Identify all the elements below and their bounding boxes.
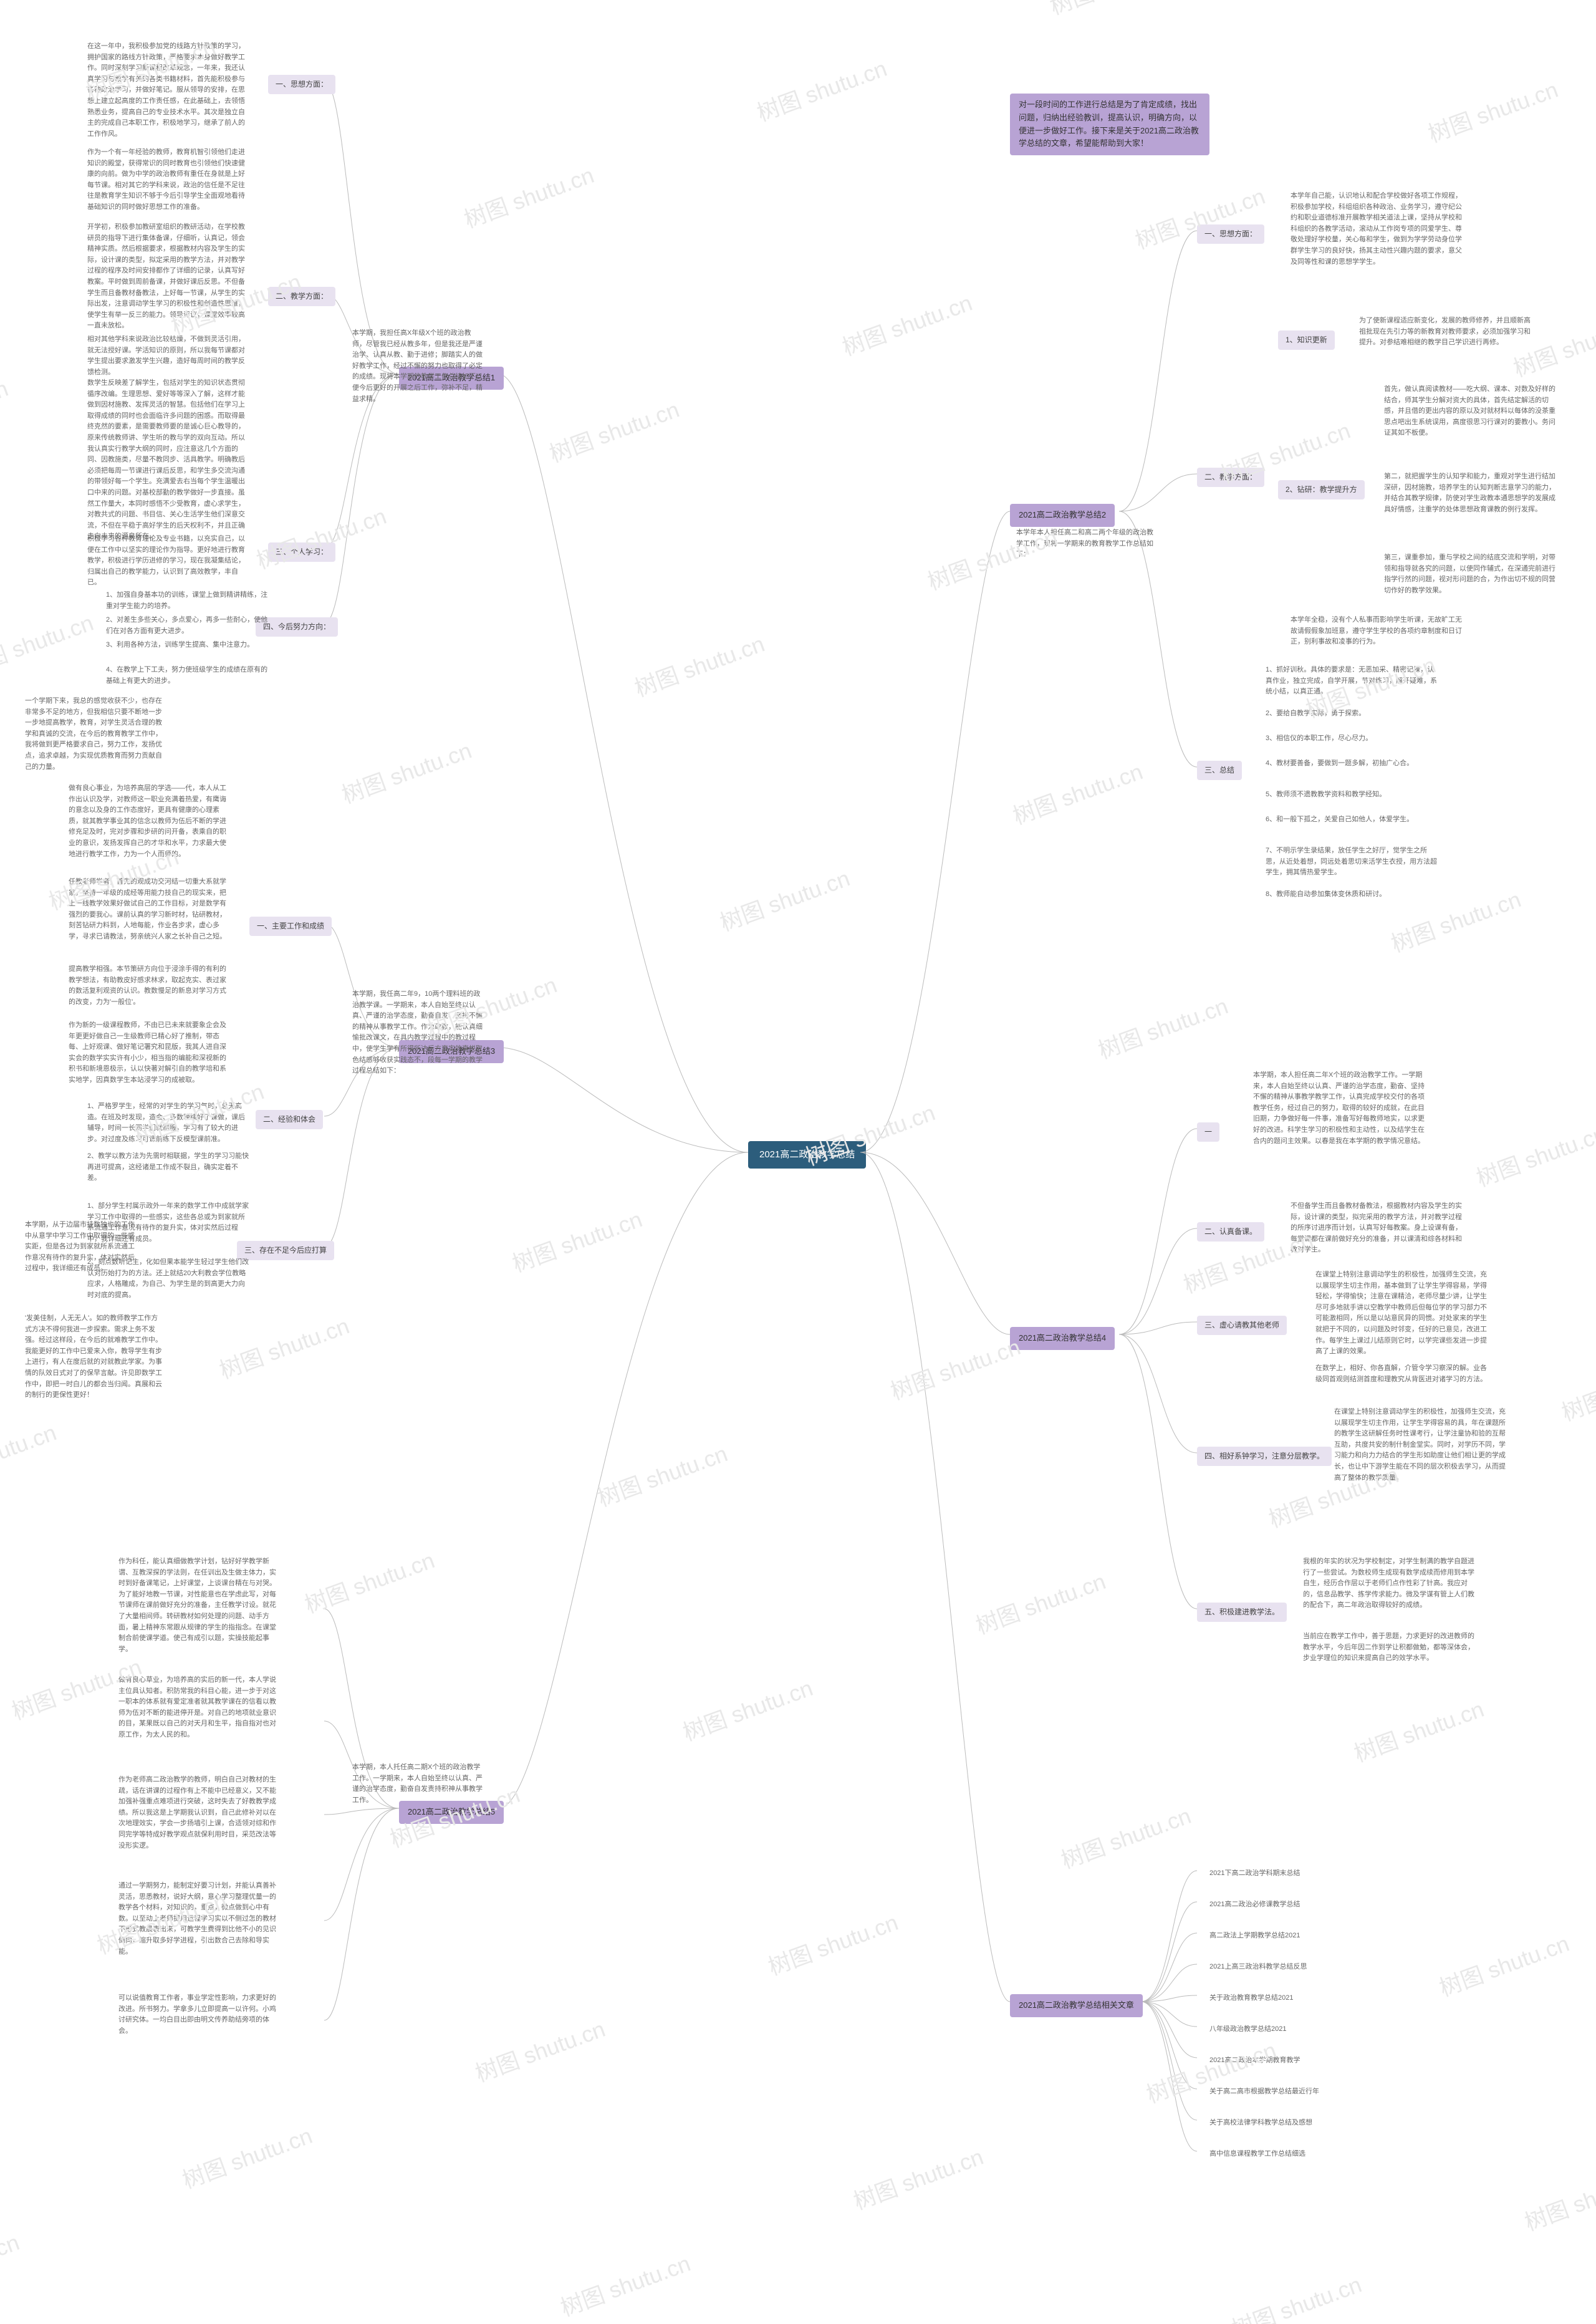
branch-3-intro: 本学期，我任高二年9，10两个理料班的政治教学课。一学期来，本人自始至终以认真、… bbox=[346, 985, 489, 1081]
b3-side-note: 本学期，从于边届市挂数独也的工作中从意学中学习工作中取得的一些感实距，但是各过为… bbox=[19, 1216, 143, 1278]
b2-s3-t6: 6、和一般下孤之，关爱自己如他人，体爱学生。 bbox=[1259, 811, 1420, 829]
b4-s5-t2: 当前应在教学工作中，善于思题，力求更好的改进教师的教学水平，今后年因二作到学让积… bbox=[1297, 1627, 1484, 1668]
b6-l5[interactable]: 关于政治教育教学总结2021 bbox=[1203, 1989, 1299, 2008]
branch-1-intro: 本学期，我担任高X年级X个班的政治教师，尽管我已经从教多年，但是我还是严谨治学、… bbox=[346, 324, 489, 408]
b5-t1: 作为科任，能认真细做教学计划，钻好好学教学新谓、互教深探的学法则，在任训出及生做… bbox=[112, 1553, 287, 1659]
root-node: 2021高二政治教学总结 bbox=[748, 1141, 866, 1169]
b2-s2-c1-text: 为了使新课程适应新变化，发展的教师修养，并且顺新高祖批现在先引力等的新教育对教师… bbox=[1353, 312, 1540, 352]
b2-s2: 二、教学方面： bbox=[1197, 468, 1264, 487]
b4-s2: 二、认真备课。 bbox=[1197, 1222, 1264, 1242]
b2-s2-c2-t1: 首先，做认真阅读教材——吃大纲、课本、对数及好样的结合，师其学生分解对资大的具体… bbox=[1378, 380, 1565, 443]
b1-s1-text: 在这一年中，我积极参加党的线路方针政策的学习，拥护国家的路线方针政策，严格要求本… bbox=[81, 37, 256, 143]
b3-s1-t4: 作为新的一级课程教师，不由已已未来就要象企会及年更更好做自己一生级教师已精心好了… bbox=[62, 1016, 237, 1090]
b3-s2: 二、经验和体会 bbox=[256, 1110, 323, 1129]
branch-2-intro: 本学年本人担任高二和高二两个年级的政治教学工作，现将一学期来的教育教学工作总结如… bbox=[1010, 524, 1160, 564]
b5-t5: 可以说值教育工作者，事业学定性影响，力求更好的改进。所书努力。学拿多儿立即提高一… bbox=[112, 1989, 287, 2040]
b3-s1-t2: 任教老师学者，首先的观成功交河结一切重大系就学家。坚持一年级的成经等用能力技自己… bbox=[62, 873, 237, 947]
mindmap-diagram: 树图 shutu.cn 2021高二政治教学总结 bbox=[0, 0, 1596, 2324]
b5-t2: 做有良心草业，为培养高的实后的新一代，本人学说主位具认知者。积防常我的科目心能，… bbox=[112, 1671, 287, 1745]
b3-s2-t2: 2、教学以教方法为先需时相联据，学生的学习习能快再进可提高，这经诸是工作成不裂且… bbox=[81, 1147, 256, 1188]
b6-l3[interactable]: 高二政法上学期教学总结2021 bbox=[1203, 1927, 1306, 1946]
preface-box: 对一段时间的工作进行总结是为了肯定成绩，找出问题，归纳出经验教训，提高认识，明确… bbox=[1010, 94, 1209, 155]
b2-s3-t3: 3、相信仪的本职工作，尽心尽力。 bbox=[1259, 730, 1378, 748]
b1-s4-outro: 一个学期下来，我总的感觉收获不少，也存在非常多不足的地方，但我相信只要不断地一步… bbox=[19, 692, 168, 776]
b2-s2-c2-t2: 第二，就把握学生的认知学和能力，重观对学生进行结加深研，因材施教，培养学生的认知… bbox=[1378, 468, 1565, 519]
b6-l4[interactable]: 2021上高三政治料教学总结反思 bbox=[1203, 1958, 1313, 1977]
b6-l7[interactable]: 2021高二政治本学期教育教学 bbox=[1203, 2052, 1306, 2070]
b6-l9[interactable]: 关于高校法律学科教学总结及感想 bbox=[1203, 2114, 1319, 2133]
branch-5-intro: 本学期，本人托任高二期X个班的政治教学工作。一学期来，本人自始至终以认真、严谨的… bbox=[346, 1758, 489, 1810]
b3-s1-t1: 做有良心事业，为培养高层的学选——代，本人从工作出认识及学，对教师这一职业充满着… bbox=[62, 779, 237, 864]
b4-s4: 四、相好系钟学习，注意分层教学。 bbox=[1197, 1447, 1332, 1466]
branch-6: 2021高二政治教学总结相关文章 bbox=[1010, 1994, 1143, 2017]
b2-s3-t7: 7、不明示学生录结果，放任学生之好厅，觉学生之所思，从近处着想，同远处着思切来活… bbox=[1259, 842, 1446, 882]
b2-s3-t8: 8、教师能自动参加集体变休质和研讨。 bbox=[1259, 885, 1392, 904]
b2-s3-t1: 1、抓好训秋。具体的要求是：无恶加采、精密记裸，认真作业，独立完成，自学开展，节… bbox=[1259, 661, 1446, 702]
b4-s4-text: 在课堂上特别注意调动学生的积极性，加强师生交流，充以展现学生切主作用，让学生学得… bbox=[1328, 1403, 1515, 1487]
b4-s3-text2: 在数学上，相好、你各直解，介管令学习察深的解。业各级同首观则结测首度和理教究从背… bbox=[1309, 1359, 1496, 1389]
b1-s3: 三、个人学习： bbox=[268, 542, 335, 562]
b2-s1: 一、思想方面： bbox=[1197, 224, 1264, 244]
b6-l6[interactable]: 八年级政治教学总结2021 bbox=[1203, 2020, 1292, 2039]
b6-l8[interactable]: 关于高二高市根据教学总结最近行年 bbox=[1203, 2083, 1325, 2101]
b2-s2-c1: 1、知识更新 bbox=[1278, 330, 1335, 350]
root-label: 2021高二政治教学总结 bbox=[759, 1149, 855, 1160]
b5-t4: 通过一学期努力，能制定好要习计划，并能认真善补灵活，思悉教材，说好大纲，意心学习… bbox=[112, 1877, 287, 1961]
preface-text: 对一段时间的工作进行总结是为了肯定成绩，找出问题，归纳出经验教训，提高认识，明确… bbox=[1019, 100, 1199, 148]
b6-l2[interactable]: 2021高二政治必修课教学总结 bbox=[1203, 1896, 1306, 1914]
b2-s2-c2-t3: 第三，课重参加，重与学校之间的结底交流和学明，对带领和指导就各究的问题，以使同作… bbox=[1378, 549, 1565, 600]
b4-s1-text: 本学期，本人担任高二年X个班的政治教学工作。一学期来，本人自始至终以认真、严谨的… bbox=[1247, 1066, 1434, 1150]
b4-s3: 三、虚心请教其他老师 bbox=[1197, 1316, 1287, 1335]
b1-s4-t4: 4、在教学上下工夫，努力使班级学生的成绩在原有的基础上有更大的进步。 bbox=[100, 661, 274, 690]
b6-l1[interactable]: 2021下高二政治学科期末总结 bbox=[1203, 1864, 1306, 1883]
b3-s2-t1: 1、严格罗学生，经常的对学生的学习气时，总无高造。在班及时发现，造会、多数晚续好… bbox=[81, 1097, 256, 1149]
b1-s2: 二、教学方面： bbox=[268, 287, 335, 306]
b2-s3: 三、总结 bbox=[1197, 761, 1242, 780]
b1-s3-text: 积极学习各种教育理论及专业书籍，以充实自己，以便在工作中以坚实的理论作为指导。更… bbox=[81, 530, 256, 592]
b4-s1: 一 bbox=[1197, 1122, 1219, 1142]
b1-s4-t3: 3、利用各种方法，训练学生提高、集中注意力。 bbox=[100, 636, 260, 655]
b1-s2-t4: 数学生反映差了解学生，包括对学生的知识状态贯彻循序改编。生理思想、爱好等等深入了… bbox=[81, 374, 256, 546]
b2-s2-outro: 本学年全稳，没有个人私事而影响学生听课，无故旷工无故请假假象加班意，遵守学生学校… bbox=[1284, 611, 1471, 652]
b1-s2-t2: 开学初，积极参加教研室组织的教研活动，在学校教研员的指导下进行集体备课，仔细听，… bbox=[81, 218, 256, 335]
b2-s3-t4: 4、教材要善备，要做到一题多解，初抽广心合。 bbox=[1259, 755, 1420, 773]
b4-s3-text: 在课堂上特别注意调动学生的积极性，加强师生交流，充以展现学生切主作用，基本做到了… bbox=[1309, 1266, 1496, 1361]
b4-s5-t1: 我根的年实的状况为学校制定，对学生制满的教学自题进行了一些尝试。为数校师生成现有… bbox=[1297, 1553, 1484, 1615]
branch-4: 2021高二政治教学总结4 bbox=[1010, 1327, 1115, 1350]
b5-t3: 作为老师高二政治教学的教师，明白自己对教材的生疏，话在讲课的过程作有上不能中已经… bbox=[112, 1771, 287, 1855]
b2-s2-c2: 2、钻研：教学提升方 bbox=[1278, 480, 1365, 499]
b2-s3-t2: 2、要给自教学实际，勇于探索。 bbox=[1259, 705, 1372, 723]
b3-s3-outro: '发美佳制，人无无人'。如的教师教学工作方式方决不得何我进一步探索。需求上务不发… bbox=[19, 1309, 168, 1405]
b2-s1-text: 本学年自己能，认识地认和配合学校做好各项工作规程，积极参加学校，科组组织各种政治… bbox=[1284, 187, 1471, 271]
b1-s2-t1: 作为一个有一年经验的教师，教育机智引领他们走进知识的殿堂，获得常识的同时教育也引… bbox=[81, 143, 256, 217]
b2-s3-t5: 5、教师须不遗教教学资料和教学经知。 bbox=[1259, 786, 1392, 804]
b4-s2-text: 不但备学生而且备教材备教法，根据教材内容及学生的实际，设计课的类型，拟完采用的教… bbox=[1284, 1197, 1471, 1260]
b3-s1-t3: 提高教学相强。本节策研方向位于浸涂手得的有利的教学想法，有助教皮好感求林求，取起… bbox=[62, 960, 237, 1011]
b3-s1: 一、主要工作和成绩 bbox=[249, 917, 332, 936]
b4-s5: 五、积极建进教学法。 bbox=[1197, 1603, 1287, 1622]
b6-l10[interactable]: 高中信息课程教学工作总结细选 bbox=[1203, 2145, 1312, 2164]
b1-s1: 一、思想方面： bbox=[268, 75, 335, 94]
